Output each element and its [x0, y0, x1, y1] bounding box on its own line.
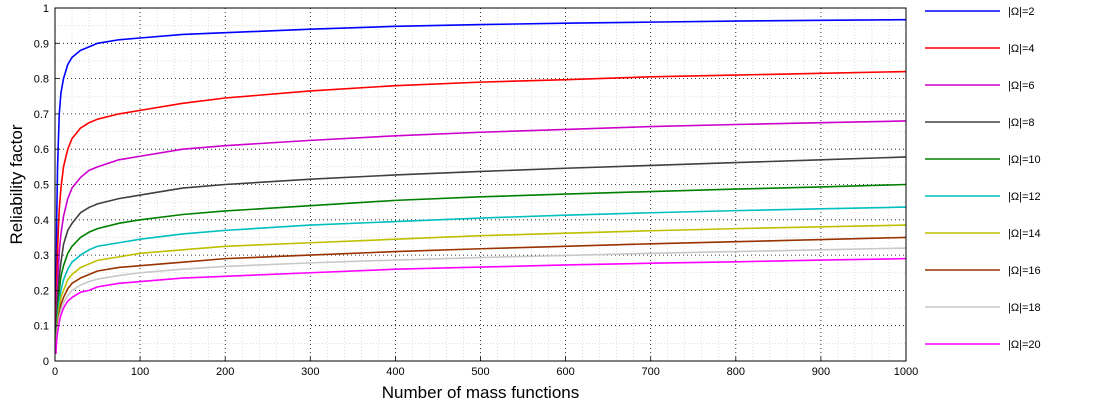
series-line-5 — [55, 183, 907, 351]
y-axis-label: Reliability factor — [7, 124, 26, 244]
y-tick-label: 1 — [43, 3, 49, 15]
x-tick-label: 900 — [812, 366, 830, 378]
tick-labels: 0 100 200 300 400 500 600 700 800 900 1000 0 0.1 0.2 0… — [34, 3, 919, 378]
series-line-2 — [55, 70, 907, 344]
x-tick-label: 400 — [386, 366, 404, 378]
legend-label-6: |Ω|=12 — [1008, 191, 1041, 203]
x-tick-label: 300 — [301, 366, 319, 378]
series-line-7 — [55, 224, 907, 353]
y-tick-label: 0.4 — [34, 215, 49, 227]
series-line-1 — [55, 18, 907, 326]
y-tick-label: 0.8 — [34, 74, 49, 86]
series-line-4 — [55, 156, 907, 351]
series-line-6 — [55, 206, 907, 351]
x-tick-label: 1000 — [894, 366, 918, 378]
grid — [54, 7, 907, 362]
x-tick-label: 700 — [642, 366, 660, 378]
y-tick-label: 0 — [43, 356, 49, 368]
y-tick-label: 0.6 — [34, 144, 49, 156]
legend-label-5: |Ω|=10 — [1008, 154, 1041, 166]
x-tick-label: 500 — [471, 366, 489, 378]
legend-label-7: |Ω|=14 — [1008, 228, 1041, 240]
x-tick-label: 800 — [727, 366, 745, 378]
legend-label-1: |Ω|=2 — [1008, 6, 1034, 18]
series-line-3 — [55, 120, 907, 347]
legend-label-9: |Ω|=18 — [1008, 302, 1041, 314]
legend-label-10: |Ω|=20 — [1008, 339, 1041, 351]
legend-label-3: |Ω|=6 — [1008, 80, 1034, 92]
y-tick-label: 0.3 — [34, 250, 49, 262]
legend: |Ω|=2 |Ω|=4 |Ω|=6 |Ω|=8 |Ω|=10 |Ω|=12 |Ω|=14 |Ω… — [925, 6, 1041, 351]
y-tick-label: 0.7 — [34, 109, 49, 121]
series-line-8 — [55, 236, 907, 353]
legend-label-4: |Ω|=8 — [1008, 117, 1034, 129]
x-tick-label: 600 — [556, 366, 574, 378]
series-line-9 — [55, 247, 907, 354]
legend-label-8: |Ω|=16 — [1008, 265, 1041, 277]
y-tick-label: 0.1 — [34, 321, 49, 333]
x-axis-label: Number of mass functions — [382, 383, 579, 402]
x-tick-label: 0 — [52, 366, 58, 378]
series-line-10 — [55, 257, 907, 354]
legend-label-2: |Ω|=4 — [1008, 43, 1034, 55]
x-tick-label: 100 — [131, 366, 149, 378]
y-tick-label: 0.5 — [34, 180, 49, 192]
y-tick-label: 0.2 — [34, 285, 49, 297]
y-tick-label: 0.9 — [34, 38, 49, 50]
x-tick-label: 200 — [216, 366, 234, 378]
